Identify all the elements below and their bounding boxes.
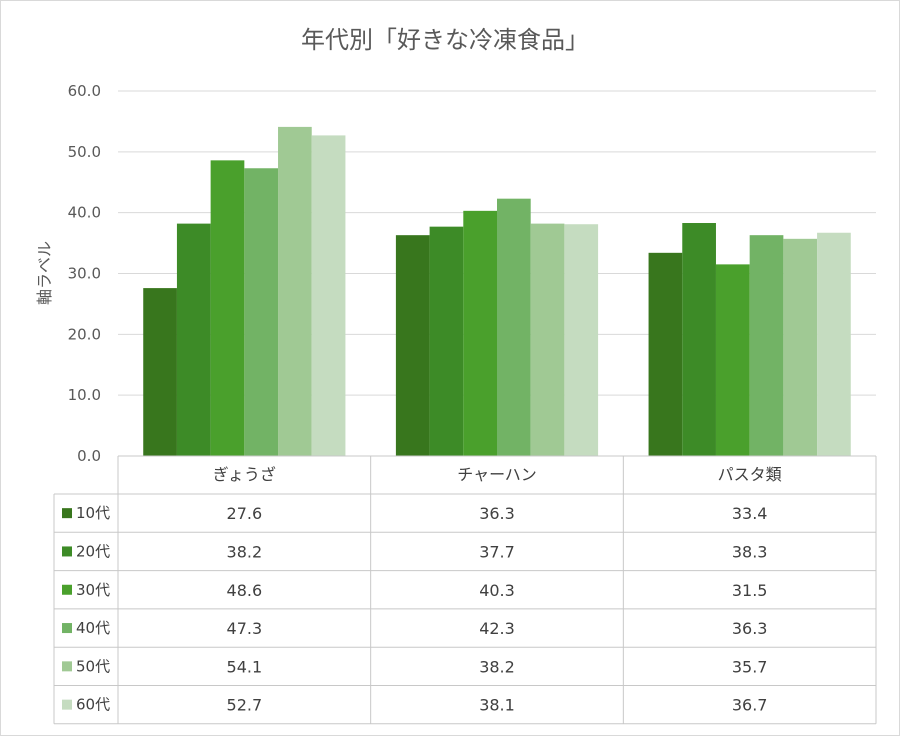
bar bbox=[564, 224, 599, 456]
data-label: 42.3 bbox=[479, 619, 515, 638]
bar bbox=[817, 232, 851, 456]
category-label: チャーハン bbox=[457, 465, 537, 484]
y-tick-label: 40.0 bbox=[68, 204, 101, 222]
data-label: 47.3 bbox=[227, 619, 263, 638]
legend-label: 60代 bbox=[76, 696, 110, 714]
legend-swatch bbox=[62, 699, 72, 710]
y-tick-label: 50.0 bbox=[68, 143, 101, 161]
data-label: 38.2 bbox=[479, 657, 515, 676]
legend-label: 30代 bbox=[76, 581, 110, 599]
bar bbox=[395, 235, 430, 456]
y-tick-label: 20.0 bbox=[68, 325, 101, 343]
data-table: ぎょうざ チャーハン パスタ類 10代 27.6 36.3 33.4 20代 38.2 37.7 3… bbox=[53, 455, 877, 725]
data-label: 54.1 bbox=[227, 657, 263, 676]
data-label: 48.6 bbox=[227, 581, 263, 600]
bar bbox=[682, 223, 716, 456]
data-label: 38.2 bbox=[227, 542, 263, 561]
category-label: パスタ類 bbox=[718, 465, 782, 484]
bar bbox=[278, 126, 312, 457]
data-label: 36.3 bbox=[479, 504, 515, 523]
data-label: 36.7 bbox=[732, 696, 768, 715]
bar bbox=[749, 235, 784, 456]
y-tick-label: 60.0 bbox=[68, 82, 101, 100]
bar bbox=[210, 160, 245, 456]
bar bbox=[429, 226, 464, 456]
bar bbox=[530, 223, 565, 456]
data-label: 31.5 bbox=[732, 581, 768, 600]
data-label: 38.1 bbox=[479, 696, 515, 715]
bar bbox=[311, 135, 346, 457]
bar bbox=[244, 168, 279, 456]
bar bbox=[176, 223, 211, 456]
legend-label: 10代 bbox=[76, 504, 110, 522]
legend-swatch bbox=[62, 623, 72, 634]
bar bbox=[463, 210, 497, 456]
data-label: 40.3 bbox=[479, 581, 515, 600]
legend-label: 40代 bbox=[76, 619, 110, 637]
legend-label: 20代 bbox=[76, 542, 110, 560]
category-label: ぎょうざ bbox=[213, 465, 276, 484]
y-tick-label: 10.0 bbox=[68, 386, 101, 404]
legend-label: 50代 bbox=[76, 657, 110, 675]
legend-swatch bbox=[62, 661, 72, 672]
y-tick-label: 0.0 bbox=[77, 447, 101, 465]
data-label: 36.3 bbox=[732, 619, 768, 638]
chart-title: 年代別「好きな冷凍食品」 bbox=[301, 26, 589, 54]
bar bbox=[783, 238, 818, 456]
legend-swatch bbox=[62, 508, 72, 519]
bar bbox=[497, 198, 531, 457]
bars bbox=[143, 126, 851, 457]
legend-swatch bbox=[62, 584, 72, 595]
bar bbox=[143, 288, 177, 456]
bar bbox=[648, 252, 683, 456]
data-label: 33.4 bbox=[732, 504, 768, 523]
data-label: 38.3 bbox=[732, 542, 768, 561]
data-label: 37.7 bbox=[479, 542, 515, 561]
bar bbox=[715, 264, 750, 456]
y-axis-label: 軸ラベル bbox=[35, 241, 54, 305]
y-tick-labels: 0.0 10.0 20.0 30.0 40.0 50.0 60.0 bbox=[68, 82, 101, 465]
data-label: 52.7 bbox=[227, 696, 263, 715]
legend-swatch bbox=[62, 546, 72, 557]
data-label: 35.7 bbox=[732, 657, 768, 676]
data-label: 27.6 bbox=[227, 504, 263, 523]
y-tick-label: 30.0 bbox=[68, 265, 101, 283]
